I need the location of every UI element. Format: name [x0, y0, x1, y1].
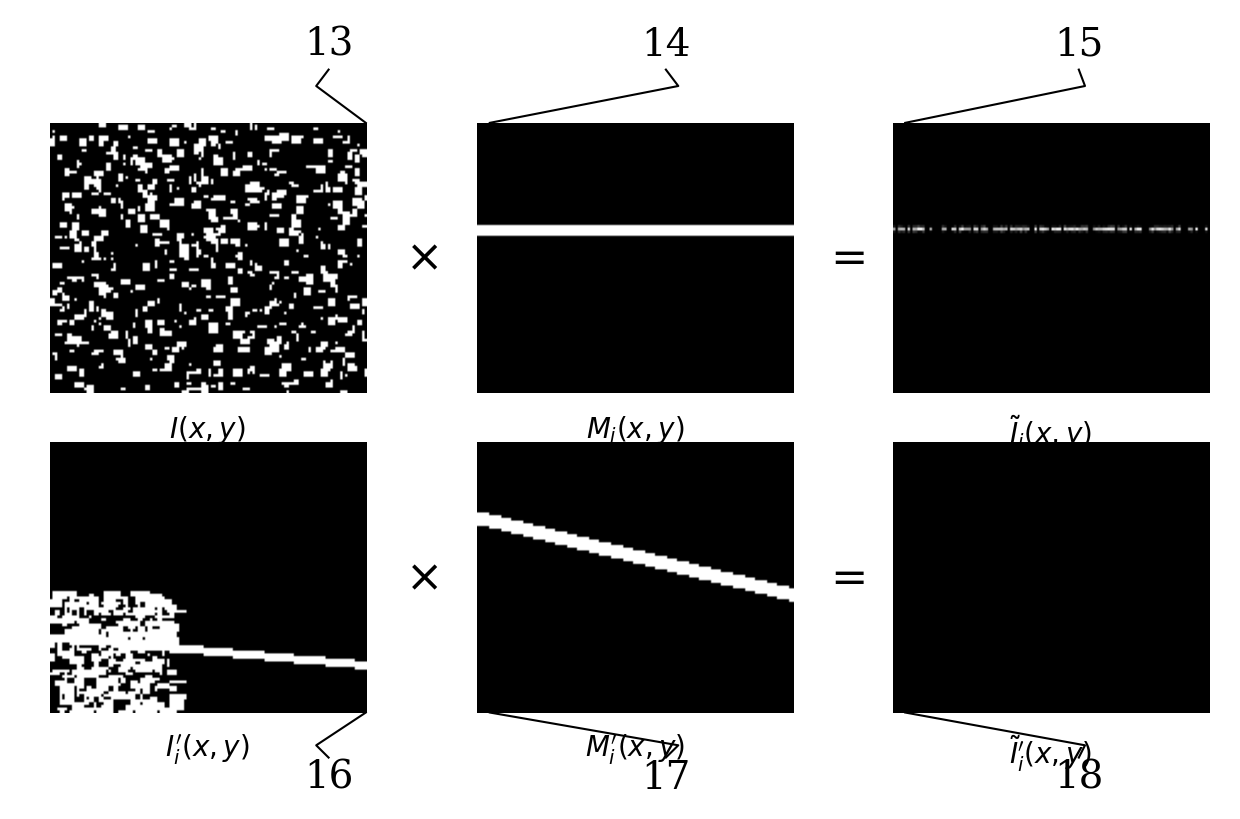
Text: 14: 14: [641, 26, 691, 64]
Text: 17: 17: [641, 759, 691, 797]
Text: $M_i'(x,y)$: $M_i'(x,y)$: [585, 733, 686, 767]
Text: $\tilde{I}_i'(x,y)$: $\tilde{I}_i'(x,y)$: [1009, 733, 1092, 774]
Text: $\times$: $\times$: [405, 237, 438, 279]
Text: 15: 15: [1054, 26, 1104, 64]
Text: $M_i(x,y)$: $M_i(x,y)$: [587, 414, 684, 446]
Text: 13: 13: [304, 26, 353, 64]
Text: $\tilde{I}_i(x,y)$: $\tilde{I}_i(x,y)$: [1009, 414, 1092, 452]
Text: $I(x,y)$: $I(x,y)$: [170, 414, 246, 446]
Text: $=$: $=$: [822, 237, 864, 279]
Text: 16: 16: [304, 759, 353, 797]
Text: $I_i'(x,y)$: $I_i'(x,y)$: [165, 733, 250, 767]
Text: $=$: $=$: [822, 556, 864, 599]
Text: 18: 18: [1054, 759, 1104, 797]
Text: $\times$: $\times$: [405, 556, 438, 599]
